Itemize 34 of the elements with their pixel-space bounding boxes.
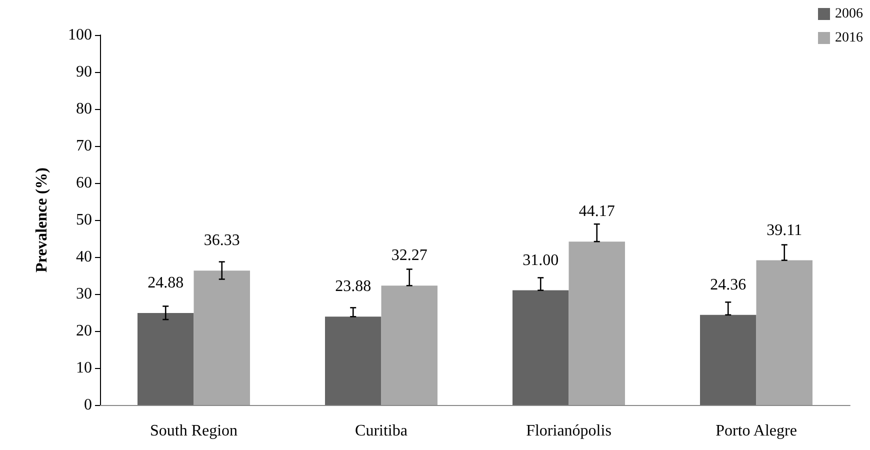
data-label: 32.27 <box>391 247 428 264</box>
data-label: 24.88 <box>148 274 184 292</box>
data-label: 23.88 <box>335 278 372 296</box>
y-tick-label: 80 <box>76 100 92 118</box>
bar <box>325 316 382 405</box>
y-tick-label: 90 <box>76 64 92 80</box>
bar <box>381 286 438 405</box>
bar <box>194 270 250 405</box>
bar <box>756 260 812 405</box>
data-label: 39.11 <box>766 222 802 239</box>
y-tick-label: 100 <box>68 26 92 44</box>
legend-label: 2016 <box>835 30 863 46</box>
bar <box>512 290 569 405</box>
data-label: 24.36 <box>710 276 746 294</box>
y-tick-label: 60 <box>76 174 92 192</box>
x-tick-label: Porto Alegre <box>716 422 797 440</box>
y-tick-label: 0 <box>84 396 92 414</box>
x-tick-label: Curitiba <box>355 422 408 440</box>
y-tick-label: 70 <box>76 138 92 154</box>
y-axis-title: Prevalence (%) <box>34 168 50 272</box>
data-label: 36.33 <box>204 232 240 250</box>
bar <box>700 314 756 405</box>
y-tick-label: 40 <box>76 248 92 266</box>
data-label: 44.17 <box>578 203 615 220</box>
x-tick-label: South Region <box>150 422 238 440</box>
y-tick-label: 10 <box>76 360 92 376</box>
y-tick-label: 30 <box>76 286 92 302</box>
bar <box>568 242 625 405</box>
data-label: 31.00 <box>522 252 559 269</box>
x-tick-label: Florianópolis <box>526 422 612 440</box>
legend-label: 2006 <box>835 6 863 22</box>
y-tick-label: 50 <box>76 212 92 228</box>
bar <box>138 312 194 405</box>
y-tick-label: 20 <box>76 322 92 340</box>
